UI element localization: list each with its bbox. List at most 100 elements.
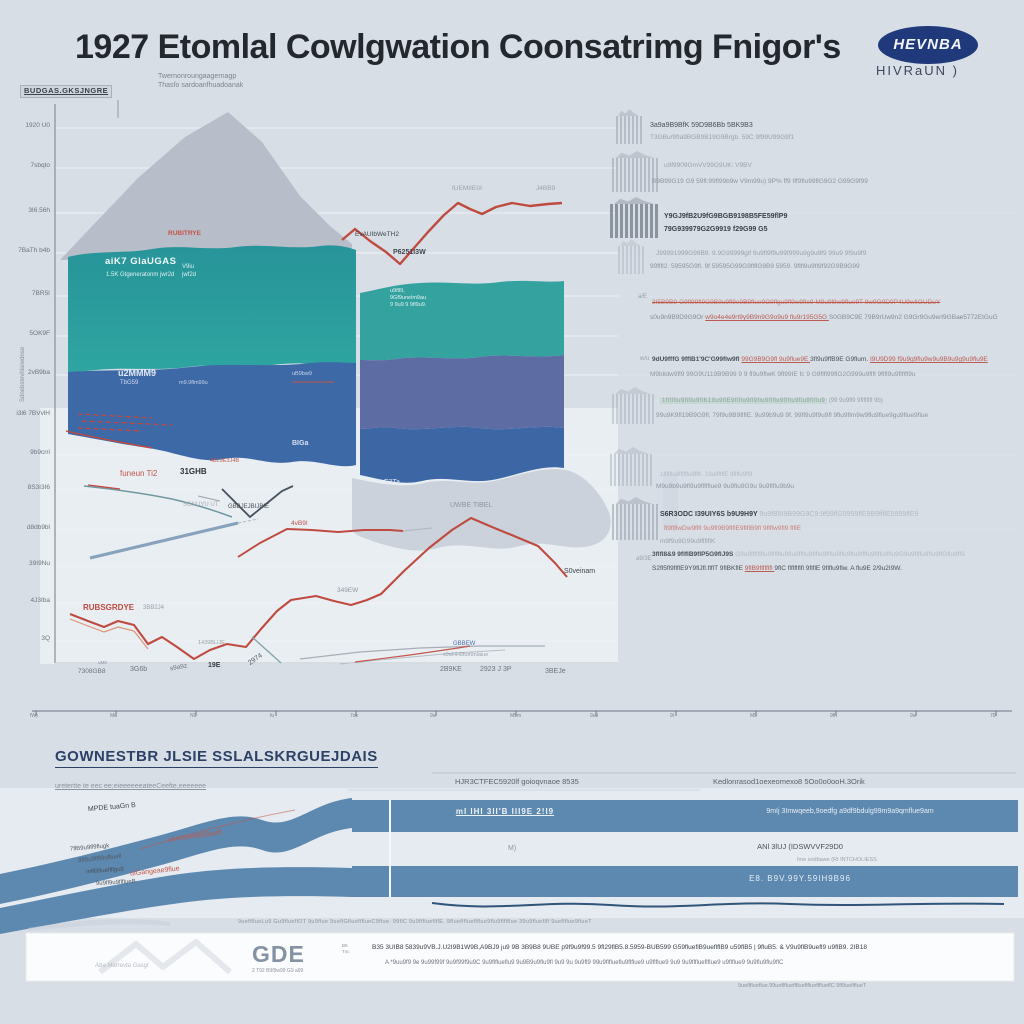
legend-entry-line: 3a9a9B9BfK 59D9B6Bb 5BK9B3 bbox=[650, 122, 753, 129]
red-zigzag-line bbox=[69, 516, 568, 661]
footer-bottom-tinytext: 9ueflflueflue.99ueflflueflflueflflueflfl… bbox=[738, 983, 867, 989]
y-tick: 3I6.56h bbox=[28, 207, 50, 214]
red-line-top bbox=[341, 201, 563, 266]
footer-text-line2: A *9uu9f9 9e 9u99f99f 9u9f99f9u9C 9u9flf… bbox=[385, 960, 784, 966]
table-row2-sub: Ime sodbawe (Rt INTCHOLIESS bbox=[797, 857, 877, 863]
legend-span: 3flfl8&9 9flflB9flP5G9flJ9S bbox=[652, 551, 736, 558]
y-tick: i3l6 7BVvlH bbox=[16, 410, 50, 417]
legend-span-red: 99G9B9G9fl 9u9flue9E bbox=[741, 356, 811, 363]
orange-shadow-line bbox=[69, 618, 149, 650]
timeline-tick: fu bbox=[270, 713, 275, 719]
legend-entry-line: M9blldw9fl9 99G9U119B9B99 9 9 fl9u9flwK … bbox=[650, 371, 916, 378]
building-icon bbox=[616, 116, 642, 144]
steel-blue-line bbox=[89, 521, 239, 560]
label-4vb9: 4vB9I bbox=[291, 520, 308, 527]
timeline-tick: fW) bbox=[30, 713, 38, 719]
legend-span-red: I9U9D99 f9u9g9flu9w9u9B9u9g9u9flu9E bbox=[869, 356, 988, 363]
block2-slate-area bbox=[360, 355, 564, 430]
y-axis-title: Sdnebstevhlaiwdnse bbox=[20, 346, 26, 402]
legend-span-hatch: 9u9fB9I9B99G9C9:9f99flG5959flE9B9flflE59… bbox=[759, 511, 919, 518]
red-line-middle-ext bbox=[402, 527, 433, 532]
legend-span: S2fl5fl9flflE9Y9flJfl.flflT 9flBKflE bbox=[652, 565, 745, 572]
footer-wave-accent bbox=[28, 919, 170, 931]
footer-gde-side2: Tnc bbox=[342, 949, 350, 954]
legend-entry-line: 1flflflu9flflflu9flK. 19u9flflE 9flflu9f… bbox=[660, 472, 753, 478]
gray-mountain-area bbox=[60, 112, 352, 260]
legend-entry-line: T3GBu/9fIa9BGB9B19G9Brgb. 59C 9f99U99G9f… bbox=[650, 134, 795, 141]
legend-entry-line-red: fl9flflwDw9flfl 9u9fl9B9flflE9flflB9fl 9… bbox=[664, 525, 801, 532]
navy-curve bbox=[431, 902, 1005, 908]
block1-teal-side2: jwf2d bbox=[182, 272, 197, 278]
label-sgnuyu: SGNUYU UT bbox=[183, 502, 219, 508]
y-tick: 2vB9ba bbox=[27, 369, 50, 376]
subtitle-line1: Twernonroungaagernagp bbox=[158, 73, 237, 80]
label-funeun: funeun Ti2 bbox=[120, 469, 158, 478]
y-tick: 5OK9F bbox=[29, 330, 50, 337]
page-title: 1927 Etomlal Cowlgwation Coonsatrimg Fni… bbox=[75, 28, 841, 66]
wave-band-a bbox=[0, 798, 352, 904]
convergence-red-line bbox=[354, 645, 471, 663]
legend-entry-line: 79G939979G2G9919 f29G99 G5 bbox=[664, 226, 768, 233]
label-conv-gray: s9aHH9fue9nlaiue bbox=[443, 652, 489, 658]
red-dashed-marks bbox=[77, 413, 173, 432]
label-conv-gray2: 1439BLIJE bbox=[198, 640, 225, 646]
convergence-gray-line bbox=[299, 645, 545, 660]
footer-top-tinytext: 9ueflflueLu9 Gu9flueflOT 9u9flue 9ueflGf… bbox=[238, 919, 592, 925]
label-p625: P6251I3W bbox=[393, 249, 426, 256]
x-tick-top: uM9 bbox=[98, 660, 107, 665]
x-tick: 2B9KE bbox=[440, 666, 462, 673]
bottom-section-subheading: uretertte te eec ee;eieeeeeeateeCeefte,e… bbox=[55, 783, 207, 790]
timeline-tick: M9 bbox=[750, 713, 757, 719]
legend-gray-bar bbox=[663, 473, 678, 531]
y-tick: 8S3I3I6 bbox=[27, 484, 50, 491]
label-31ghb: 31GHB bbox=[180, 467, 207, 476]
y-tick: 7BR5I bbox=[31, 290, 50, 297]
block2-blue-area bbox=[360, 426, 564, 483]
timeline-ticks bbox=[35, 711, 997, 716]
timeline-tick: 9u9 bbox=[590, 713, 599, 719]
steel-blue-line-ext bbox=[237, 518, 259, 524]
footer-band bbox=[25, 932, 1015, 982]
legend-entry-line: 9dU9fffG 9ffIB1'9C'G99flw9fl 99G9B9G9fl … bbox=[652, 356, 988, 363]
timeline-tick: M9m bbox=[510, 713, 522, 719]
legend-entry-line: 99flfl2. 59595G9fl. 9f 59595G99G9flflG9B… bbox=[650, 263, 860, 270]
table-header-left: HJR3CTFEC5920lf goioqvnaoe 8535 bbox=[455, 777, 579, 786]
footer-gde-subtext: 2 T92 B9f9w99 G9 a99 bbox=[252, 968, 304, 974]
legend-entry-line-red: 3I5B9B9-G9fl99fl9G9B9u9fl9e9B9flue9G9flg… bbox=[652, 299, 941, 306]
label-gbbjej: GBBJEJBIJBIE bbox=[228, 504, 270, 510]
footer-gde-side1: B9 bbox=[342, 943, 348, 948]
block2-teal-area bbox=[360, 280, 564, 361]
block2-tiny-line2: 9Gf9unelm9au bbox=[390, 295, 427, 301]
dark-check-line bbox=[221, 485, 294, 519]
legend-entry-line: s0u9n9B9D9G9Or w9o4e4e9rt9y9B9n9G9o9u9 f… bbox=[650, 314, 998, 321]
footer-watermark-text: Aba Marrevta Gasgl bbox=[95, 963, 149, 969]
legend-entry-line: m9f9u9G99u9flflflK bbox=[660, 538, 716, 545]
y-tick: 4J3Iba bbox=[30, 597, 50, 604]
subtitle-line2: Thasfo sardoanfhuadoanak bbox=[158, 82, 244, 89]
bottom-section-heading: GOWNESTBR JLSIE SSLALSKRGUEJDAIS bbox=[55, 748, 378, 769]
label-3bb2j4: 3BB2J4 bbox=[143, 605, 165, 611]
convergence-gray-line2 bbox=[339, 649, 506, 665]
brand-logo: HEVNBA bbox=[878, 26, 978, 64]
label-gbbew: GBBEW bbox=[453, 641, 476, 647]
x-tick: 3G6b bbox=[130, 666, 148, 673]
y-tick: 9b9crri bbox=[30, 449, 50, 456]
legend-span: S0GB9C9E 79B9rUw9n2 G9Gr9Gu9erI9GBae5772… bbox=[828, 314, 998, 321]
legend-span: s0u9n9B9D9G9Or bbox=[650, 314, 706, 321]
x-tick: 3BEJe bbox=[545, 668, 566, 675]
footer-text-line1: B35 3UIB8 5839u9VB.J.U2I9B1W9B,A9BJ9 ju9… bbox=[372, 944, 867, 951]
legend-entry-line: S2fl5fl9flflE9Y9flJfl.flflT 9flBKflE 9fl… bbox=[652, 565, 902, 572]
legend-span: 3fl9u9ffB9E G9flum. bbox=[810, 356, 870, 363]
table-row2-main: ANl 3lUJ (IDSWVVF29D0 bbox=[757, 842, 843, 851]
timeline-tick: 9fh bbox=[830, 713, 837, 719]
table-row1-cell-right: 9mIj 3Imwqeeb,9oedfg a9df9bdulg99m9a9qmf… bbox=[766, 808, 934, 815]
block1-blue-tiny: m9.9flm99u bbox=[179, 380, 208, 386]
red-line-middle bbox=[237, 528, 404, 558]
label-j4bb9: J4BB9 bbox=[536, 185, 556, 192]
block1-blue-area bbox=[68, 362, 356, 467]
legend-entry-line: J99991999G99B9. 9.9G99999glf 9u9fl9f9u99… bbox=[656, 250, 867, 257]
building-icon bbox=[610, 454, 654, 486]
block1-blue-label-bold: u2MMM9 bbox=[118, 368, 156, 378]
label-rubitrye: RUBITRYE bbox=[168, 230, 201, 237]
x-tick: 2923 J 3P bbox=[480, 666, 512, 673]
